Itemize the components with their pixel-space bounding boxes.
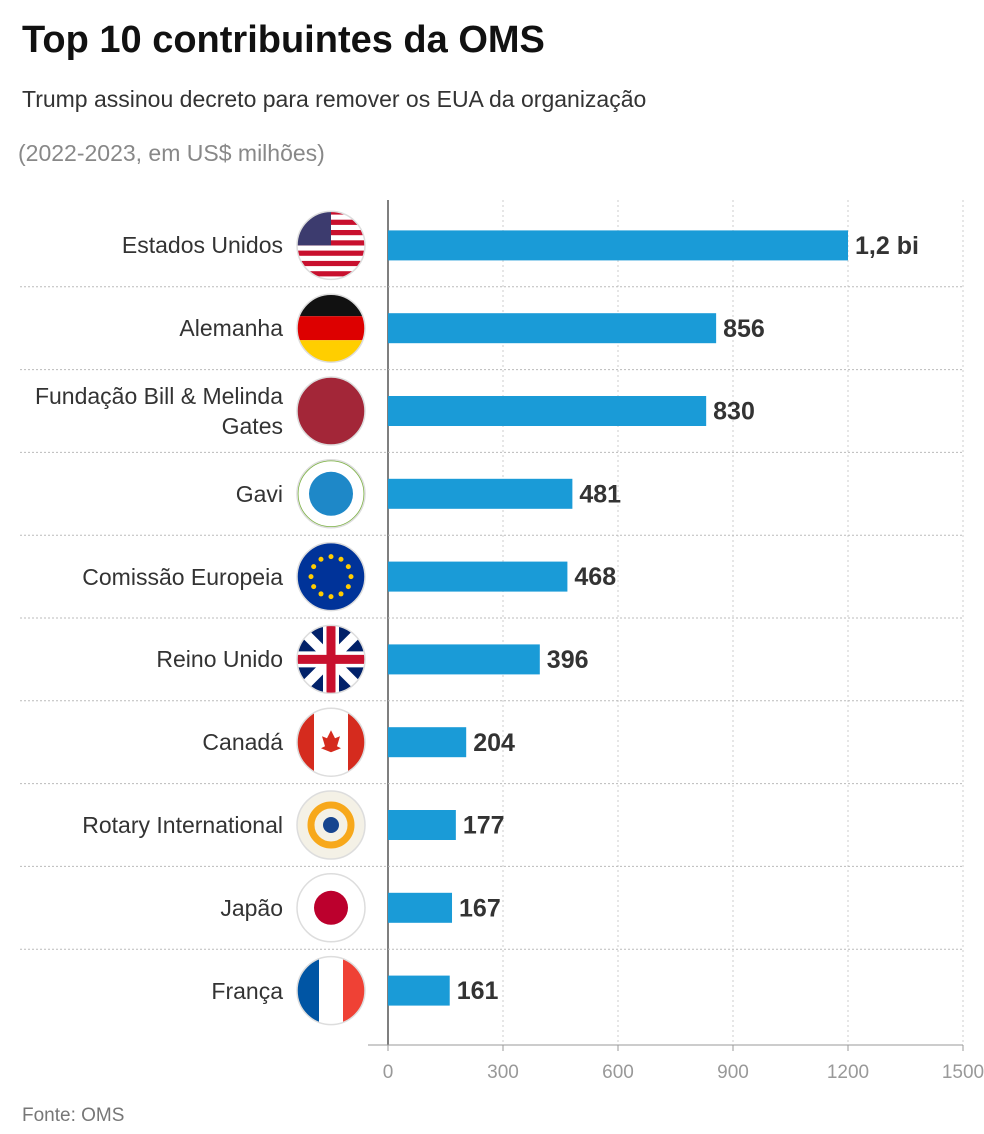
bar xyxy=(388,892,453,923)
icon xyxy=(297,294,365,317)
value-label: 830 xyxy=(713,398,755,426)
icon xyxy=(318,591,324,597)
x-tick-label: 1500 xyxy=(942,1062,984,1083)
bar xyxy=(388,644,540,675)
icon xyxy=(297,260,365,267)
category-label: Alemanha xyxy=(179,315,283,342)
icon xyxy=(319,956,343,1025)
category-icon xyxy=(297,377,365,445)
icon xyxy=(297,956,319,1025)
bar xyxy=(388,975,450,1006)
category-icon xyxy=(297,708,365,777)
icon xyxy=(309,471,353,516)
icon-ring xyxy=(296,873,366,943)
bar xyxy=(388,313,717,344)
category-label: Canadá xyxy=(202,729,283,756)
value-label: 204 xyxy=(473,729,515,757)
icon xyxy=(297,250,365,256)
category-label: Japão xyxy=(220,894,283,921)
x-tick-label: 600 xyxy=(602,1062,634,1083)
icon-ring xyxy=(296,210,366,281)
value-label: 468 xyxy=(574,563,616,591)
icon-ring xyxy=(296,459,366,529)
bar xyxy=(388,230,848,261)
category-label: França xyxy=(211,977,283,1004)
category-label: Estados Unidos xyxy=(121,232,283,259)
icon xyxy=(338,556,344,562)
icon-ring xyxy=(296,790,366,860)
x-tick-label: 1200 xyxy=(827,1062,869,1083)
icon xyxy=(297,377,365,445)
bar xyxy=(388,727,467,758)
icon xyxy=(318,556,324,562)
bar xyxy=(388,478,573,509)
category-icon xyxy=(297,956,365,1025)
icon xyxy=(297,340,365,363)
value-label: 481 xyxy=(579,480,621,508)
bar xyxy=(388,561,568,592)
x-tick-label: 300 xyxy=(487,1062,519,1083)
icon xyxy=(297,211,331,246)
category-label: Reino Unido xyxy=(156,646,283,673)
category-icon xyxy=(297,625,365,694)
icon-ring xyxy=(296,376,366,446)
value-label: 856 xyxy=(723,315,765,343)
category-icon xyxy=(297,459,365,528)
category-icon xyxy=(297,873,365,942)
icon xyxy=(345,564,351,570)
icon xyxy=(343,956,365,1025)
icon xyxy=(328,554,334,560)
category-icon xyxy=(297,294,365,363)
icon xyxy=(311,584,317,590)
icon xyxy=(345,584,351,590)
icon xyxy=(297,316,365,341)
bar xyxy=(388,810,456,840)
value-label: 396 xyxy=(547,646,589,674)
icon xyxy=(307,801,355,849)
chart-source: Fonte: OMS xyxy=(22,1105,124,1126)
icon xyxy=(308,574,314,580)
category-label: Rotary International xyxy=(82,812,283,838)
category-icon xyxy=(297,791,365,859)
icon-ring xyxy=(296,293,366,363)
value-label: 177 xyxy=(463,812,505,840)
icon-ring xyxy=(296,624,366,695)
icon xyxy=(321,730,341,753)
icon xyxy=(311,564,317,570)
icon xyxy=(297,625,365,694)
icon-ring xyxy=(296,955,366,1026)
value-label: 1,2 bi xyxy=(855,232,919,260)
category-label: Comissão Europeia xyxy=(82,563,283,590)
category-icon xyxy=(297,211,365,277)
icon-ring xyxy=(296,707,366,777)
category-icon xyxy=(297,542,365,611)
icon-ring xyxy=(296,541,366,612)
value-label: 161 xyxy=(457,977,499,1005)
bar xyxy=(388,396,707,426)
icon xyxy=(297,542,365,611)
icon xyxy=(328,594,334,600)
icon xyxy=(297,271,365,277)
icon xyxy=(338,591,344,597)
chart-subtitle: Trump assinou decreto para remover os EU… xyxy=(22,86,646,112)
x-tick-label: 0 xyxy=(383,1062,394,1083)
x-tick-label: 900 xyxy=(717,1062,749,1083)
icon xyxy=(348,574,354,580)
chart-note: (2022-2023, em US$ milhões) xyxy=(18,140,325,166)
chart-title: Top 10 contribuintes da OMS xyxy=(22,19,545,61)
value-label: 167 xyxy=(459,894,501,922)
category-label: Fundação Bill & Melinda Gates xyxy=(34,383,283,439)
icon xyxy=(323,817,339,833)
icon xyxy=(314,890,348,925)
category-label: Gavi xyxy=(235,480,283,507)
